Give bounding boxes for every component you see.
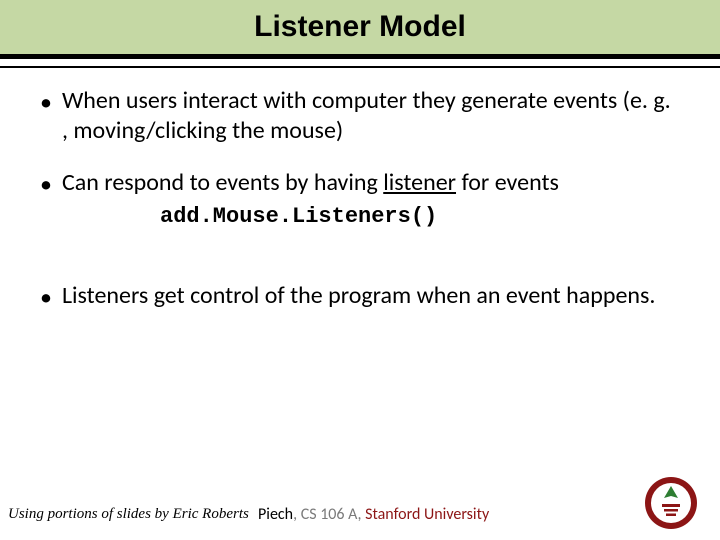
bullet-text-before: Can respond to events by having bbox=[62, 168, 383, 197]
footer-course: , CS 106 A, bbox=[293, 505, 365, 524]
bullet-item: • Can respond to events by having listene… bbox=[40, 168, 680, 200]
divider-strip-bottom bbox=[0, 66, 720, 68]
footer-credit-center: Piech, CS 106 A, Stanford University bbox=[258, 505, 489, 524]
stanford-seal-icon bbox=[644, 476, 698, 530]
title-bar: Listener Model bbox=[0, 0, 720, 54]
slide-footer: Using portions of slides by Eric Roberts… bbox=[0, 500, 720, 528]
footer-credit-left: Using portions of slides by Eric Roberts bbox=[8, 506, 249, 523]
bullet-text-before: Listeners get control of the program whe… bbox=[62, 281, 655, 310]
bullet-dot-icon: • bbox=[40, 170, 52, 200]
bullet-item: • Listeners get control of the program wh… bbox=[40, 281, 680, 313]
code-line: add.Mouse.Listeners() bbox=[40, 204, 680, 229]
slide-body: • When users interact with computer they … bbox=[0, 68, 720, 313]
footer-university: Stanford University bbox=[365, 505, 489, 524]
slide-title: Listener Model bbox=[254, 10, 466, 44]
footer-author: Piech bbox=[258, 505, 293, 524]
divider-strip-top bbox=[0, 54, 720, 59]
bullet-text-after: for events bbox=[456, 168, 559, 197]
bullet-text-before: When users interact with computer they g… bbox=[62, 86, 671, 145]
bullet-item: • When users interact with computer they … bbox=[40, 86, 680, 146]
bullet-dot-icon: • bbox=[40, 88, 52, 118]
bullet-text: Listeners get control of the program whe… bbox=[62, 281, 655, 311]
bullet-text: When users interact with computer they g… bbox=[62, 86, 680, 146]
bullet-text-underlined: listener bbox=[383, 168, 456, 197]
bullet-text: Can respond to events by having listener… bbox=[62, 168, 559, 198]
bullet-dot-icon: • bbox=[40, 283, 52, 313]
